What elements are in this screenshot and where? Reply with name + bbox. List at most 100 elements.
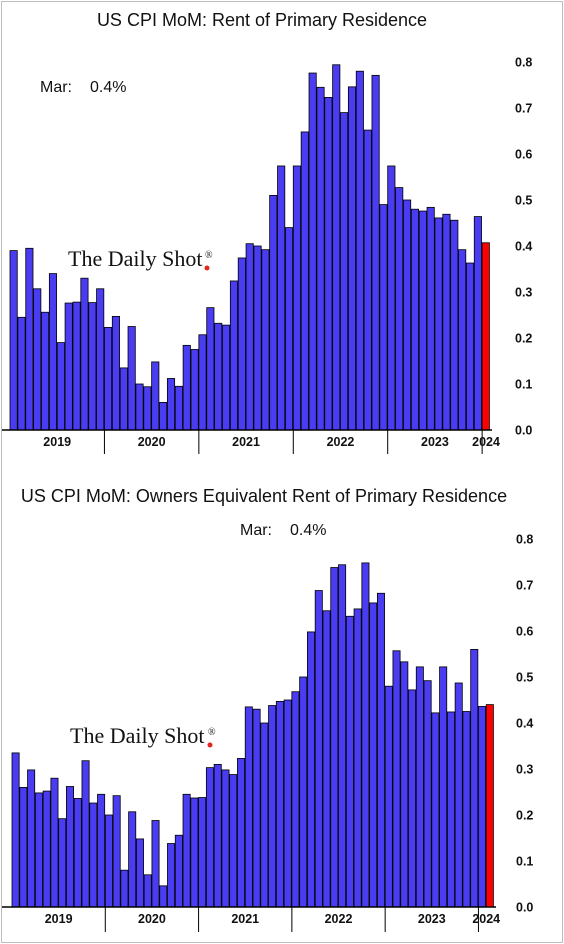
chart1-bar — [442, 213, 451, 431]
chart2-bar — [104, 814, 113, 908]
chart2-x-axis: 2019 2020 2021 2022 2023 2024 — [2, 906, 500, 932]
chart1-y-tick-label: 0.7 — [515, 102, 532, 116]
chart2-bar — [229, 774, 238, 908]
chart1-watermark: The Daily Shot ® — [68, 246, 213, 271]
chart2-annotation-value: 0.4% — [290, 522, 326, 539]
chart1-bar — [41, 311, 50, 431]
chart1-y-tick-label: 0.1 — [515, 378, 532, 392]
chart2-x-tick-label: 2022 — [325, 912, 353, 926]
chart2-bar — [167, 843, 176, 908]
chart2-bar — [159, 885, 168, 908]
chart2-bar — [423, 680, 432, 908]
chart1-bar — [206, 307, 215, 431]
chart2-watermark: The Daily Shot ® — [70, 723, 216, 748]
chart1-bar — [214, 322, 223, 431]
chart2-bar — [283, 699, 292, 908]
chart2-bar — [143, 874, 152, 908]
chart2-x-tick-label: 2020 — [138, 912, 166, 926]
chart2-bar — [174, 834, 183, 908]
chart1-y-tick-label: 0.2 — [515, 332, 532, 346]
chart2-bar — [439, 666, 448, 908]
chart1-bar — [450, 219, 459, 431]
chart1-bar — [72, 301, 81, 431]
chart1-bar — [332, 64, 341, 431]
chart1-x-tick-label: 2020 — [138, 435, 166, 449]
chart2-bar — [244, 706, 253, 908]
chart1-bar — [292, 165, 301, 431]
chart2-x-tick-label: 2024 — [472, 912, 500, 926]
chart1-bar — [182, 344, 191, 431]
chart1-bar — [371, 74, 380, 431]
chart2-watermark-dot — [207, 742, 213, 748]
chart2-bar — [330, 567, 339, 908]
chart2-bar — [66, 786, 74, 908]
chart1-bar — [111, 315, 120, 431]
chart1-x-axis: 2019 2020 2021 2022 2023 2024 — [2, 429, 500, 454]
chart2-y-tick-label: 0.4 — [516, 717, 533, 731]
chart2-bar — [182, 793, 191, 908]
chart2-bar — [81, 760, 90, 908]
chart1-y-axis: 0.0 0.1 0.2 0.3 0.4 0.5 0.6 0.7 0.8 — [515, 56, 532, 438]
chart1-x-tick-label: 2022 — [327, 435, 355, 449]
chart2-bar — [345, 615, 354, 908]
chart1-bar — [363, 129, 372, 431]
chart2-x-tick-label: 2023 — [418, 912, 446, 926]
chart2-bar — [470, 649, 479, 908]
chart1-bar — [143, 386, 152, 431]
chart1-bar — [434, 217, 443, 431]
chart1-y-tick-label: 0.0 — [515, 424, 532, 438]
chart2-bar — [135, 838, 144, 908]
chart2-bar — [353, 608, 362, 908]
chart1-bar — [473, 216, 482, 431]
chart2-bar — [97, 793, 106, 908]
chart1-bar — [159, 401, 168, 431]
chart2-annotation-label: Mar: — [240, 522, 272, 539]
chart2-bar — [322, 610, 331, 908]
chart2-y-axis: 0.0 0.1 0.2 0.3 0.4 0.5 0.6 0.7 0.8 — [516, 533, 533, 915]
chart2-bar — [462, 711, 471, 908]
chart1-bar — [166, 378, 176, 431]
chart2-bar — [485, 704, 494, 908]
chart2-bar — [392, 650, 401, 908]
chart2-bar — [260, 722, 269, 908]
chart1-watermark-dot — [204, 265, 210, 271]
chart1-bar — [481, 242, 490, 431]
chart1-bar — [458, 249, 467, 431]
chart2-bars — [11, 562, 494, 908]
chart2-title: US CPI MoM: Owners Equivalent Rent of Pr… — [21, 486, 507, 506]
chart1-bar — [190, 349, 199, 431]
chart2-bar — [307, 631, 315, 908]
chart1-bar — [395, 187, 404, 431]
chart1-bar — [379, 204, 388, 431]
chart2-bar — [446, 711, 455, 908]
chart1-bar — [308, 72, 317, 431]
chart1-bar — [300, 131, 309, 431]
chart1-bar — [277, 165, 286, 431]
chart1-bar — [324, 97, 333, 431]
chart1-bar — [465, 262, 475, 431]
chart1-bar — [198, 334, 207, 431]
chart2-bar — [120, 869, 129, 908]
chart2-bar — [190, 797, 199, 908]
chart1-bars — [9, 64, 490, 431]
chart2-bar — [198, 797, 207, 908]
chart1-bar — [237, 257, 246, 431]
chart1-bar — [135, 383, 144, 431]
chart2-bar — [408, 689, 417, 908]
chart2-bar — [213, 764, 222, 908]
chart1-bar — [9, 250, 18, 431]
chart1-bar — [56, 342, 65, 431]
chart2-bar — [431, 712, 440, 908]
chart1-bar — [316, 86, 325, 431]
chart1-x-tick-label: 2019 — [43, 435, 71, 449]
chart1-bar — [418, 210, 427, 431]
chart2-bar — [454, 682, 463, 908]
chart2-y-tick-label: 0.7 — [516, 579, 533, 593]
chart1-bar — [403, 199, 412, 431]
chart2-bar — [19, 787, 28, 908]
chart1-annotation-label: Mar: — [40, 79, 72, 96]
chart2-bar — [338, 564, 347, 908]
chart1-bar — [387, 165, 396, 431]
